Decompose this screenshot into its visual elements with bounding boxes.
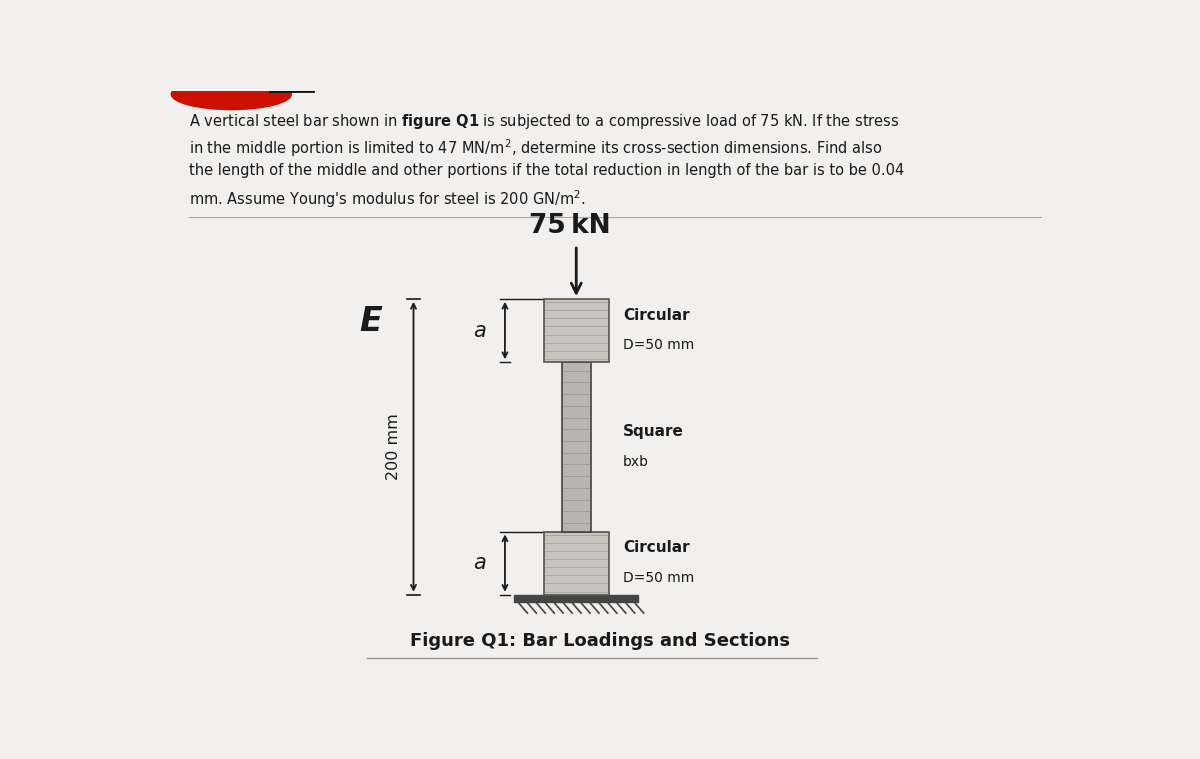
Text: a: a xyxy=(473,553,486,573)
Bar xyxy=(544,531,608,594)
Text: mm. Assume Young's modulus for steel is 200 GN/m$^2$.: mm. Assume Young's modulus for steel is … xyxy=(188,188,586,209)
Text: a: a xyxy=(473,320,486,341)
Text: E: E xyxy=(360,305,383,338)
Text: D=50 mm: D=50 mm xyxy=(623,571,694,584)
Text: bxb: bxb xyxy=(623,455,649,468)
Text: Circular: Circular xyxy=(623,540,689,556)
Text: the length of the middle and other portions if the total reduction in length of : the length of the middle and other porti… xyxy=(188,162,904,178)
Bar xyxy=(562,362,590,531)
Text: A vertical steel bar shown in $\bf{figure\ Q1}$ is subjected to a compressive lo: A vertical steel bar shown in $\bf{figur… xyxy=(188,112,899,131)
Text: D=50 mm: D=50 mm xyxy=(623,339,694,352)
Text: 200 mm: 200 mm xyxy=(386,414,401,480)
Ellipse shape xyxy=(172,79,292,109)
Text: 75 kN: 75 kN xyxy=(529,213,611,239)
Bar xyxy=(544,299,608,362)
Text: in the middle portion is limited to 47 MN/m$^2$, determine its cross-section dim: in the middle portion is limited to 47 M… xyxy=(188,137,882,159)
Text: Figure Q1: Bar Loadings and Sections: Figure Q1: Bar Loadings and Sections xyxy=(409,631,790,650)
Text: Square: Square xyxy=(623,424,684,439)
Text: Circular: Circular xyxy=(623,308,689,323)
Bar xyxy=(515,594,638,603)
